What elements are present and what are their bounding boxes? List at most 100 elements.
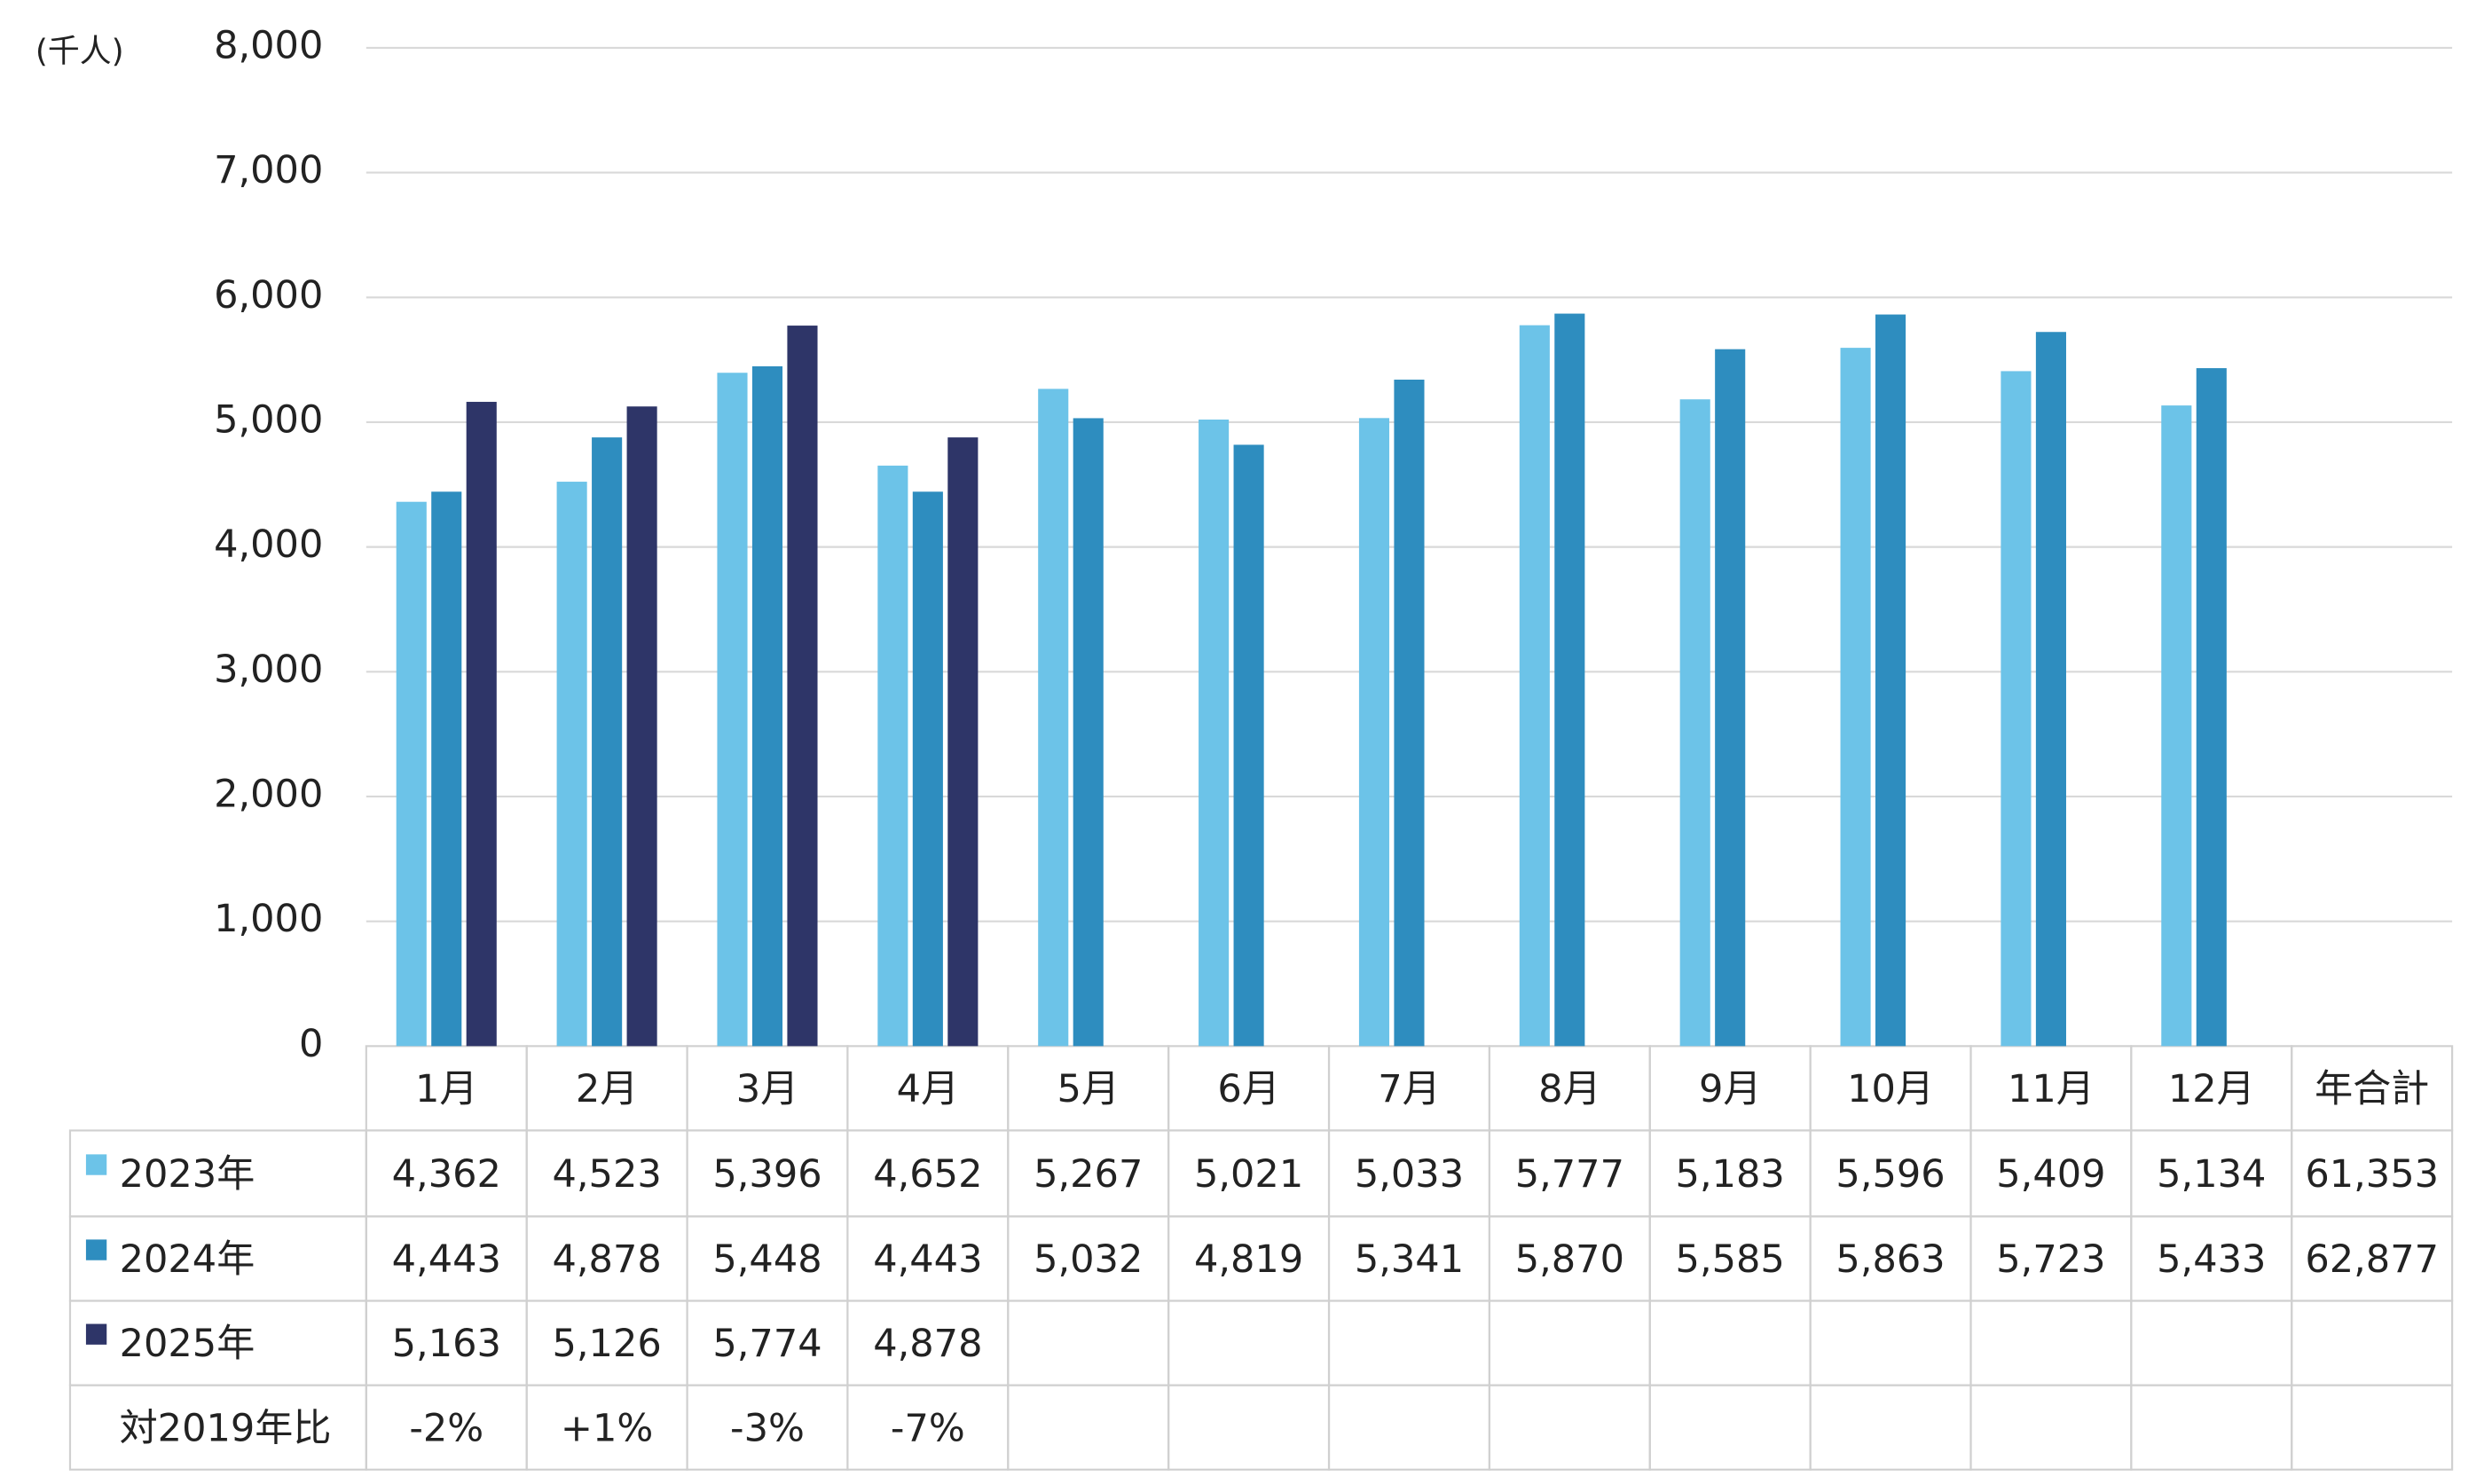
table-cell bbox=[1007, 1299, 1170, 1386]
x-tick-label: 6月 bbox=[1217, 1067, 1279, 1111]
table-cell bbox=[1167, 1384, 1331, 1471]
table-value: 4,443 bbox=[392, 1237, 501, 1282]
y-tick-label: 7,000 bbox=[214, 148, 323, 192]
legend-swatch bbox=[85, 1154, 107, 1175]
bar bbox=[1073, 418, 1104, 1047]
table-value: 5,163 bbox=[392, 1322, 501, 1366]
bar bbox=[556, 482, 587, 1047]
x-tick-label: 12月 bbox=[2168, 1067, 2255, 1111]
legend-swatch bbox=[85, 1323, 107, 1345]
x-tick-label: 3月 bbox=[736, 1067, 798, 1111]
y-tick-label: 4,000 bbox=[214, 522, 323, 567]
table-value: 4,652 bbox=[873, 1152, 982, 1197]
table-cell bbox=[1969, 1299, 2133, 1386]
bar bbox=[751, 365, 783, 1047]
table-value: 5,126 bbox=[552, 1322, 661, 1366]
y-tick-label: 1,000 bbox=[214, 897, 323, 941]
table-value: 5,183 bbox=[1676, 1152, 1785, 1197]
bar bbox=[2196, 368, 2227, 1047]
table-value: 5,723 bbox=[1996, 1237, 2105, 1282]
table-value: 4,362 bbox=[392, 1152, 501, 1197]
bar bbox=[1679, 399, 1710, 1047]
table-cell bbox=[1488, 1299, 1651, 1386]
x-tick-label: 8月 bbox=[1538, 1067, 1600, 1111]
bar bbox=[717, 373, 748, 1047]
bar bbox=[1394, 379, 1425, 1047]
bar bbox=[947, 437, 979, 1047]
legend-label: 2024年 bbox=[120, 1237, 255, 1282]
total-header: 年合計 bbox=[2315, 1067, 2429, 1111]
table-cell bbox=[2130, 1384, 2293, 1471]
bar bbox=[787, 326, 818, 1047]
table-cell bbox=[1007, 1384, 1170, 1471]
table-value: 4,819 bbox=[1194, 1237, 1303, 1282]
table-value: 5,596 bbox=[1835, 1152, 1945, 1197]
bar bbox=[2035, 332, 2066, 1047]
bar bbox=[1519, 325, 1550, 1047]
table-cell bbox=[1969, 1384, 2133, 1471]
bar bbox=[1554, 313, 1585, 1047]
table-value: 5,777 bbox=[1515, 1152, 1624, 1197]
y-tick-label: 6,000 bbox=[214, 273, 323, 318]
x-tick-label: 1月 bbox=[415, 1067, 477, 1111]
table-cell bbox=[1327, 1384, 1490, 1471]
bar bbox=[1358, 418, 1390, 1047]
bar bbox=[626, 406, 657, 1047]
table-value: 5,033 bbox=[1355, 1152, 1464, 1197]
table-cell bbox=[1488, 1384, 1651, 1471]
table-cell bbox=[2291, 1384, 2454, 1471]
table-value: 5,870 bbox=[1515, 1237, 1624, 1282]
bar bbox=[2161, 405, 2192, 1047]
bar bbox=[592, 437, 623, 1047]
bar bbox=[1233, 444, 1264, 1047]
bar bbox=[1840, 348, 1871, 1047]
table-cell bbox=[1648, 1384, 1812, 1471]
table-value: 5,774 bbox=[712, 1322, 821, 1366]
table-value: 5,863 bbox=[1835, 1237, 1945, 1282]
table-value: -2% bbox=[409, 1406, 483, 1450]
y-tick-label: 0 bbox=[299, 1022, 323, 1066]
x-tick-label: 5月 bbox=[1057, 1067, 1119, 1111]
bar bbox=[1875, 314, 1906, 1047]
table-value: 5,409 bbox=[1996, 1152, 2105, 1197]
y-tick-label: 3,000 bbox=[214, 648, 323, 692]
y-tick-label: 2,000 bbox=[214, 772, 323, 816]
table-cell bbox=[1167, 1299, 1331, 1386]
row-label: 対2019年比 bbox=[120, 1406, 332, 1450]
x-tick-label: 7月 bbox=[1378, 1067, 1440, 1111]
table-value: 5,021 bbox=[1194, 1152, 1303, 1197]
x-tick-label: 11月 bbox=[2008, 1067, 2095, 1111]
table-total: 62,877 bbox=[2305, 1237, 2439, 1282]
legend-label: 2023年 bbox=[120, 1152, 255, 1197]
y-tick-label: 8,000 bbox=[214, 23, 323, 67]
table-cell bbox=[1327, 1299, 1490, 1386]
table-value: 4,443 bbox=[873, 1237, 982, 1282]
table-value: +1% bbox=[561, 1406, 653, 1450]
table-value: 5,396 bbox=[712, 1152, 821, 1197]
x-tick-label: 10月 bbox=[1847, 1067, 1934, 1111]
table-cell bbox=[1809, 1384, 1972, 1471]
table-total: 61,353 bbox=[2305, 1152, 2439, 1197]
table-value: 5,433 bbox=[2157, 1237, 2266, 1282]
x-tick-label: 4月 bbox=[897, 1067, 959, 1111]
x-tick-label: 2月 bbox=[576, 1067, 638, 1111]
bar bbox=[1715, 349, 1746, 1047]
bar bbox=[912, 491, 943, 1047]
bar bbox=[2001, 371, 2032, 1047]
table-value: 5,032 bbox=[1034, 1237, 1143, 1282]
x-tick-label: 9月 bbox=[1699, 1067, 1761, 1111]
bar bbox=[1038, 389, 1069, 1047]
table-value: 5,341 bbox=[1355, 1237, 1464, 1282]
table-value: 5,585 bbox=[1676, 1237, 1785, 1282]
bar bbox=[877, 465, 908, 1047]
table-value: 5,448 bbox=[712, 1237, 821, 1282]
table-value: -7% bbox=[891, 1406, 965, 1450]
legend-label: 2025年 bbox=[120, 1322, 255, 1366]
bar bbox=[396, 501, 427, 1047]
bar bbox=[431, 491, 462, 1047]
table-cell bbox=[2130, 1299, 2293, 1386]
table-cell bbox=[1809, 1299, 1972, 1386]
table-value: 4,878 bbox=[552, 1237, 661, 1282]
table-cell bbox=[1648, 1299, 1812, 1386]
